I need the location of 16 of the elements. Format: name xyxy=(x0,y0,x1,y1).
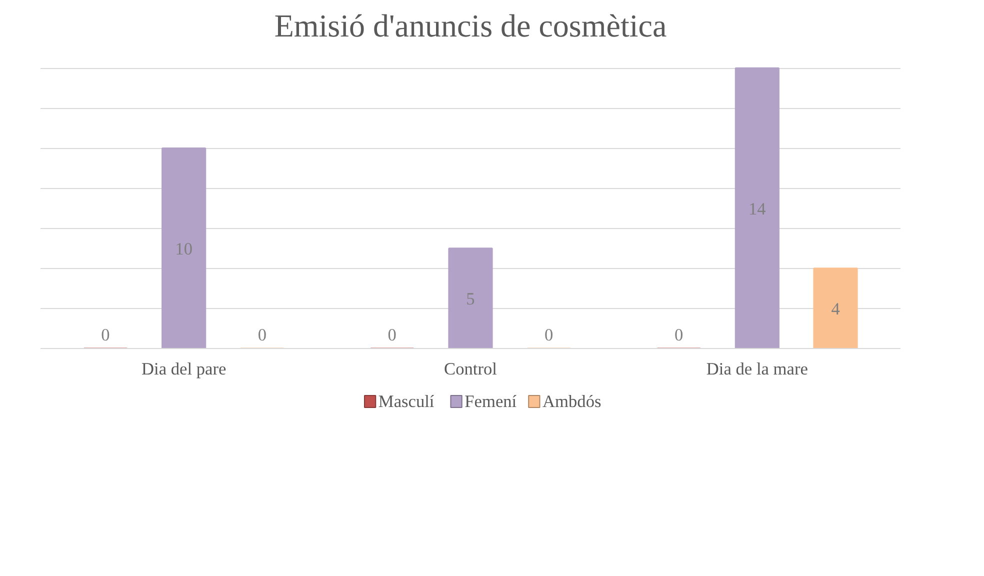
legend-label: Ambdós xyxy=(542,392,602,411)
data-label: 0 xyxy=(258,326,267,344)
chart-title: Emisió d'anuncis de cosmètica xyxy=(274,8,667,44)
x-tick-label: Dia de la mare xyxy=(706,360,808,378)
data-label: 4 xyxy=(831,299,840,318)
legend-label: Femení xyxy=(464,392,517,411)
x-tick-label: Dia del pare xyxy=(142,360,226,378)
data-label: 0 xyxy=(544,326,554,344)
data-label: 14 xyxy=(748,199,766,218)
x-tick-label: Control xyxy=(444,360,498,378)
data-label: 0 xyxy=(101,326,110,344)
data-label: 5 xyxy=(466,289,475,308)
data-label: 0 xyxy=(388,326,396,344)
legend-label: Masculí xyxy=(378,392,434,411)
data-label: 10 xyxy=(175,239,192,258)
data-label: 0 xyxy=(674,326,684,344)
